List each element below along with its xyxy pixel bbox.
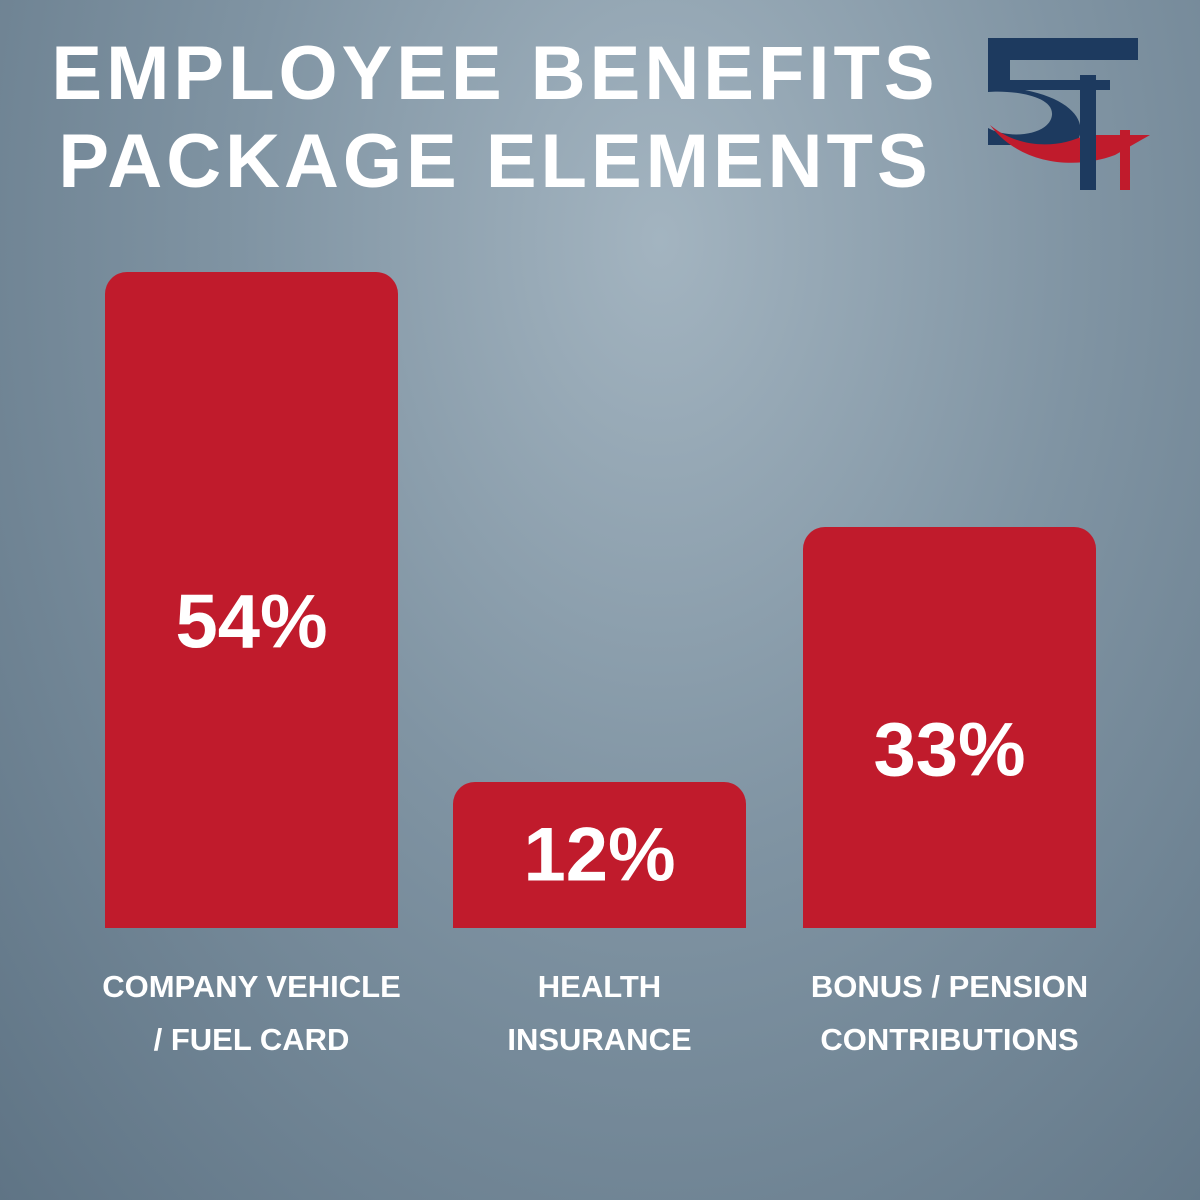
category-label: COMPANY VEHICLE / FUEL CARD [102,969,401,1057]
category-label: BONUS / PENSION CONTRIBUTIONS [810,969,1089,1057]
logo-red [990,125,1150,163]
logo-bar [1080,75,1096,190]
chart-title: EMPLOYEE BENEFITS PACKAGE ELEMENTS [51,31,939,204]
logo [988,38,1150,190]
value-label: 54% [175,579,328,665]
logo-bar-red [1120,130,1130,190]
category-label: HEALTH INSURANCE [507,969,692,1057]
bar [453,782,746,928]
bar [105,271,398,928]
value-label: 33% [873,707,1026,793]
bar [803,527,1096,928]
value-label: 12% [523,812,676,898]
logo-navy [988,38,1138,145]
